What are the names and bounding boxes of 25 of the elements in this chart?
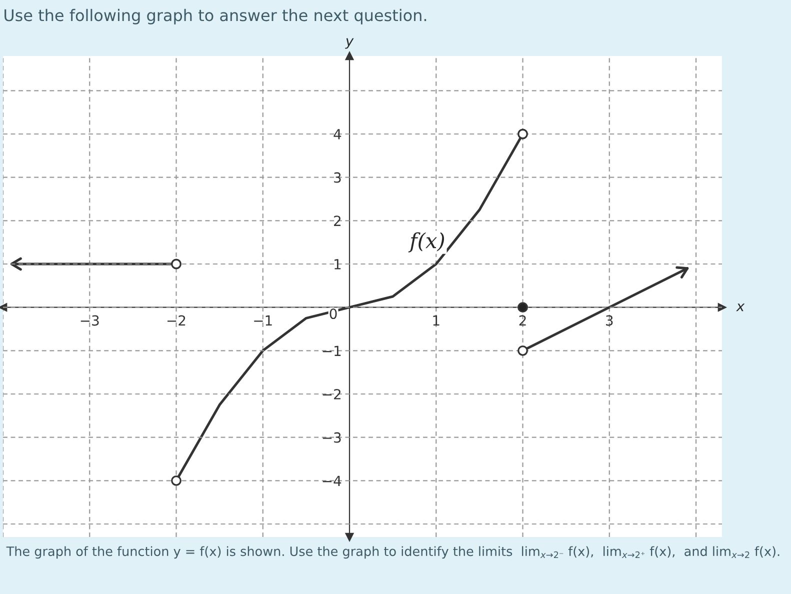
point (518, 302, 528, 313)
x-tick-label: −3 (80, 315, 99, 326)
x-tick-label: −1 (254, 315, 272, 326)
y-tick-label: −1 (322, 346, 341, 356)
y-tick-label: 4 (334, 129, 342, 140)
annotation: f(x) (408, 232, 444, 252)
x-tick-label: 3 (606, 315, 613, 326)
y-tick-label: 2 (334, 216, 340, 226)
point (518, 128, 528, 140)
point (171, 258, 182, 270)
y-tick-label: −3 (322, 432, 341, 443)
y-tick-label: 0 (330, 308, 337, 320)
y-tick-label: −2 (322, 388, 340, 400)
x-tick-label: −2 (167, 315, 186, 326)
point (518, 345, 528, 356)
x-axis-title: x (736, 304, 745, 312)
text: The graph of the function y = f(x) is shown. Use the graph to identify the limits lim$_{x→2⁻}$ f(x), lim$_{x→2⁺}$ f(x), and lim$_{x→2}$ f(x). (6, 546, 780, 559)
x-tick-label: 2 (519, 315, 526, 326)
chart-title: Use the following graph to answer the next question. (4, 8, 426, 24)
x-tick-label: 1 (433, 315, 440, 326)
y-tick-label: 3 (334, 172, 341, 183)
point (171, 475, 182, 486)
y-axis-title: y (345, 38, 354, 49)
y-tick-label: 1 (334, 259, 341, 270)
y-tick-label: −4 (322, 476, 342, 486)
